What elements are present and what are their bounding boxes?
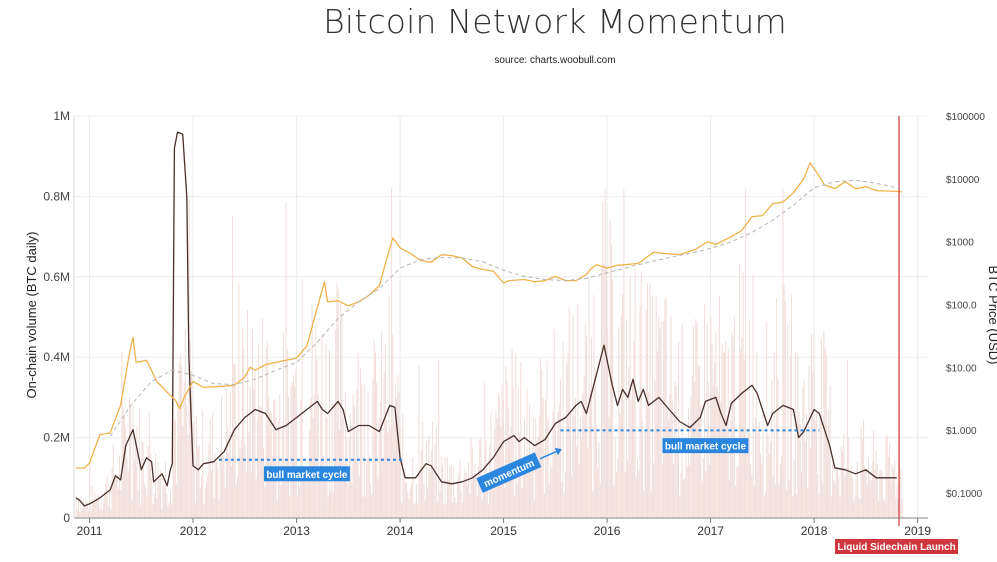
x-tick-label: 2015 [490, 524, 517, 538]
bull-market-cycle-box [662, 438, 749, 454]
price-line [76, 162, 903, 469]
y-tick-label: 1M [53, 109, 70, 123]
y-tick-label: 0 [63, 511, 70, 525]
bull-market-cycle-label: bull market cycle [665, 442, 747, 453]
chart-title: Bitcoin Network Momentum [323, 2, 787, 41]
axes: 0 0.2M 0.4M 0.6M 0.8M 1M 2011 2012 2013 2014 2015 2… [43, 109, 985, 538]
bull-market-cycle-box [263, 466, 350, 482]
x-tick-label: 2013 [283, 524, 310, 538]
x-tick-label: 2016 [594, 524, 621, 538]
y-tick-label: 0.2M [43, 431, 70, 445]
y-tick-label: 0.6M [43, 270, 70, 284]
momentum-box [476, 452, 542, 493]
chart-subtitle: source: charts.woobull.com [494, 55, 616, 66]
y2-tick-label: $10.00 [946, 363, 977, 374]
bull-market-cycle-label: bull market cycle [266, 470, 348, 481]
y2-axis-label: BTC Price (USD) [986, 266, 997, 365]
y-tick-label: 0.4M [43, 350, 70, 364]
momentum-arrow-line [539, 450, 557, 460]
x-tick-label: 2019 [904, 524, 931, 538]
x-tick-label: 2011 [77, 524, 103, 538]
y2-tick-label: $1.000 [946, 426, 977, 437]
y2-tick-label: $100.0 [946, 300, 977, 311]
y2-tick-label: $100000 [946, 112, 985, 123]
x-tick-label: 2017 [697, 524, 724, 538]
y-tick-label: 0.8M [43, 189, 70, 203]
x-tick-label: 2014 [387, 524, 414, 538]
momentum-arrow-head [554, 447, 562, 456]
y-axis-label: On-chain volume (BTC daily) [24, 232, 39, 399]
price-trend-line [109, 179, 898, 437]
y2-tick-label: $1000 [946, 238, 974, 249]
launch-label: Liquid Sidechain Launch [837, 542, 955, 553]
y2-tick-label: $10000 [946, 175, 980, 186]
y2-tick-label: $0.1000 [946, 489, 983, 500]
volume-momentum-line [75, 131, 897, 507]
launch-label-box [835, 539, 959, 554]
x-tick-label: 2018 [801, 524, 828, 538]
series-layer [75, 131, 903, 507]
x-tick-label: 2012 [180, 524, 207, 538]
